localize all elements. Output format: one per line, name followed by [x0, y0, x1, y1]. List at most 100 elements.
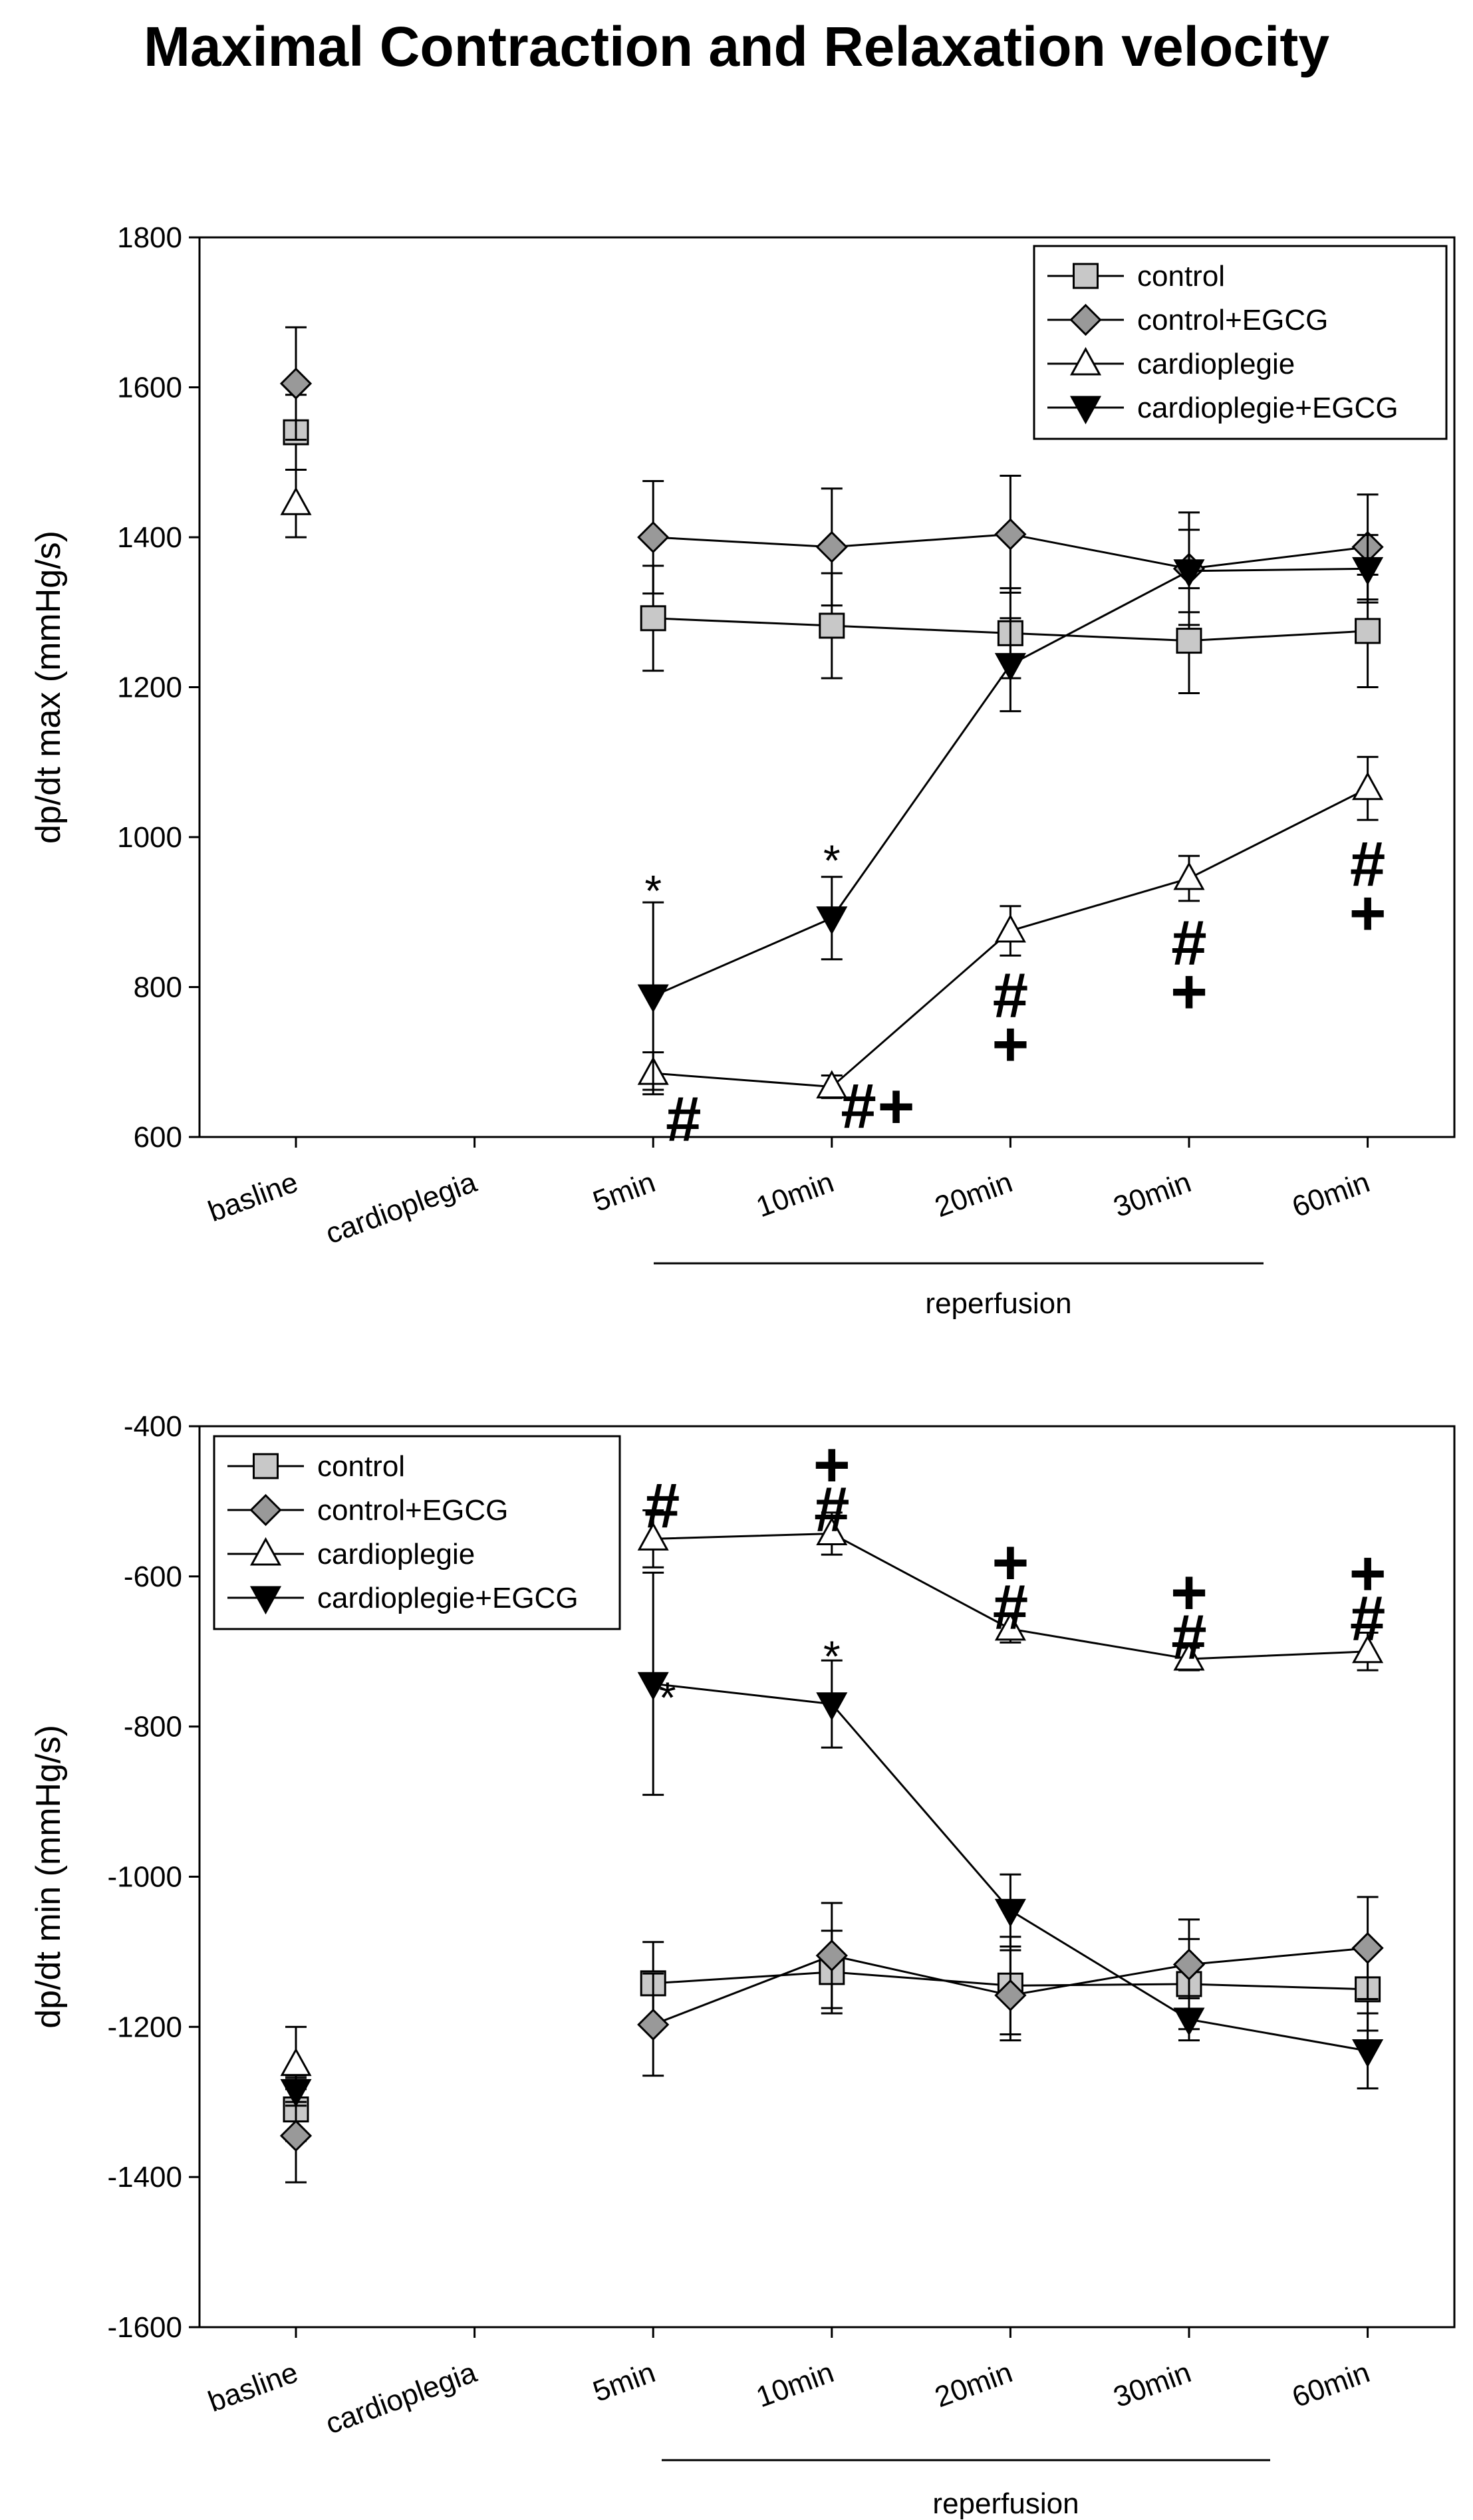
legend-entry: cardioplegie+EGCG	[1137, 392, 1399, 424]
data-point	[819, 612, 845, 639]
y-axis-label: dp/dt min (mmHg/s)	[29, 1725, 68, 2029]
annotation-hash: #	[1350, 828, 1385, 900]
legend-marker	[249, 1537, 282, 1566]
annotation-hash: #	[841, 1071, 876, 1142]
data-point	[1172, 1948, 1206, 1981]
y-tick-label: 1200	[117, 672, 182, 704]
annotation-hash: #	[814, 1474, 849, 1545]
data-point	[279, 2119, 313, 2152]
data-point	[280, 487, 312, 515]
annotation-star: *	[659, 1673, 676, 1722]
annotation-hash: #	[666, 1084, 701, 1155]
y-tick-label: -1400	[107, 2161, 182, 2194]
series-cardioplegie-egcg	[280, 1571, 1384, 2108]
annotation-star: *	[823, 1632, 841, 1681]
annotation-star: *	[644, 866, 662, 915]
x-tick-label: 30min	[1109, 1166, 1195, 1223]
data-point	[1355, 618, 1381, 644]
bottom-chart: -1600 -1400 -1200 -1000 -800 -600 -400 basline c…	[29, 1410, 1456, 2520]
y-tick-label: 1800	[117, 221, 182, 254]
legend-entry: control+EGCG	[317, 1494, 508, 1527]
x-tick-label: 20min	[930, 2356, 1016, 2414]
data-point	[994, 1612, 1026, 1641]
x-tick-label: basline	[204, 1166, 303, 1228]
y-tick-label: 800	[134, 971, 182, 1004]
data-point	[994, 1898, 1026, 1928]
legend-entry: cardioplegie+EGCG	[317, 1582, 579, 1614]
series-control-egcg	[279, 1896, 1384, 2184]
annotation-plus: +	[992, 1009, 1029, 1080]
data-point	[637, 984, 669, 1013]
annotation-plus: +	[1170, 1557, 1208, 1628]
y-tick-label: 1600	[117, 372, 182, 404]
data-point	[1352, 2039, 1384, 2068]
x-tick-label: 30min	[1109, 2356, 1195, 2414]
data-point	[280, 2079, 312, 2108]
x-tick-label: 60min	[1288, 1166, 1374, 1223]
figure-title: Maximal Contraction and Relaxation veloc…	[143, 15, 1330, 78]
x-axis-label: reperfusion	[932, 2487, 1079, 2520]
legend-marker	[1069, 346, 1102, 376]
y-tick-label: -600	[124, 1561, 182, 1593]
data-point	[1176, 628, 1202, 654]
y-axis-label: dp/dt max (mmHg/s)	[29, 531, 68, 844]
legend-marker	[253, 1453, 279, 1479]
x-tick-label: 20min	[930, 1166, 1016, 1223]
data-point	[994, 518, 1027, 551]
data-point	[994, 653, 1026, 682]
legend-entry: cardioplegie	[1137, 348, 1295, 380]
x-tick-label: cardioplegia	[321, 1166, 481, 1250]
data-point	[1352, 771, 1384, 801]
legend-marker	[1069, 396, 1102, 425]
legend-marker	[1073, 263, 1099, 289]
y-tick-label: -1600	[107, 2311, 182, 2344]
annotation-hash: #	[1350, 1583, 1385, 1654]
legend-entry: cardioplegie	[317, 1538, 475, 1571]
y-tick-label: 600	[134, 1121, 182, 1154]
y-tick-label: -800	[124, 1711, 182, 1743]
x-tick-label: 60min	[1288, 2356, 1374, 2414]
data-point	[816, 1692, 848, 1721]
data-point	[1173, 2007, 1205, 2037]
data-point	[994, 1979, 1027, 2012]
annotation-plus: +	[1349, 878, 1387, 949]
data-point	[815, 1939, 848, 1972]
annotation-plus: +	[1170, 956, 1208, 1027]
legend-marker	[249, 1493, 282, 1527]
x-tick-label: cardioplegia	[321, 2356, 481, 2440]
data-point	[1352, 557, 1384, 586]
data-point	[637, 1672, 669, 1701]
data-point	[816, 906, 848, 935]
data-point	[637, 521, 670, 554]
data-point	[279, 367, 313, 400]
annotation-star: *	[823, 836, 841, 885]
annotation-plus: +	[877, 1071, 914, 1142]
data-point	[816, 1517, 848, 1545]
data-point	[815, 531, 848, 563]
annotation-hash: #	[644, 1471, 680, 1542]
annotation-plus: +	[992, 1527, 1029, 1598]
legend-marker	[249, 1586, 282, 1615]
annotation-plus: +	[1349, 1538, 1387, 1609]
legend-entry: control+EGCG	[1137, 304, 1328, 336]
series-cardioplegie-egcg	[637, 529, 1384, 1091]
data-point	[1173, 861, 1205, 890]
x-tick-label: 5min	[589, 1166, 659, 1218]
annotation-plus: +	[813, 1429, 851, 1500]
data-point	[637, 2008, 670, 2041]
annotation-hash: #	[1171, 908, 1206, 979]
data-point	[994, 914, 1026, 943]
y-tick-label: 1000	[117, 821, 182, 854]
data-point	[280, 2047, 312, 2077]
data-point	[1352, 1634, 1384, 1664]
legend-entry: control	[1137, 260, 1225, 293]
x-tick-label: 10min	[752, 2356, 838, 2414]
annotation-hash: #	[993, 1572, 1028, 1643]
legend-marker	[1069, 303, 1102, 336]
x-tick-label: basline	[204, 2356, 303, 2418]
y-tick-label: -400	[124, 1410, 182, 1443]
data-point	[1173, 559, 1205, 588]
data-point	[640, 605, 666, 632]
data-point	[1351, 1932, 1384, 1964]
